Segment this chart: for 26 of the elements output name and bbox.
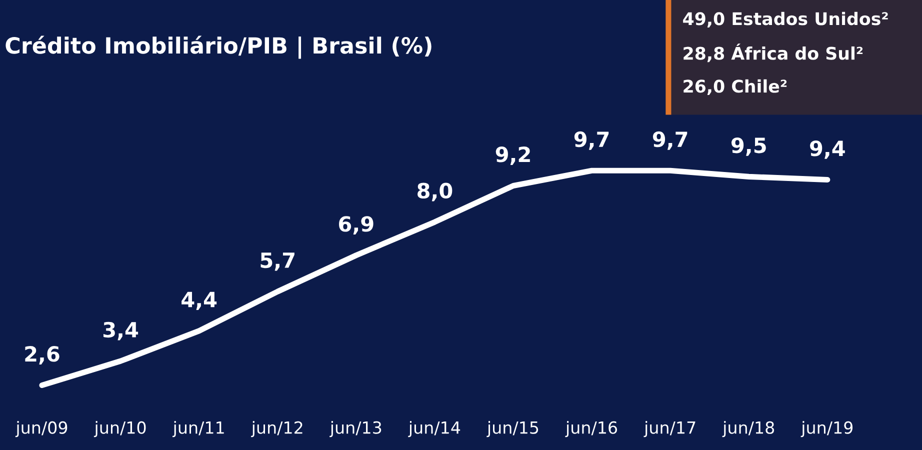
x-tick-label: jun/11 (172, 421, 224, 438)
x-tick-label: jun/17 (644, 421, 696, 438)
data-label: 2,6 (25, 346, 60, 364)
x-tick-label: jun/16 (565, 421, 618, 438)
data-label: 4,4 (182, 292, 217, 310)
x-tick-label: jun/14 (408, 421, 460, 438)
data-label: 6,9 (339, 216, 374, 234)
text: 49,0 Estados Unidos² (683, 12, 888, 28)
x-tick-label: jun/10 (94, 421, 146, 438)
text: 28,8 África do Sul² (684, 44, 863, 62)
data-label: 8,0 (418, 182, 452, 202)
data-label: 9,4 (810, 140, 845, 159)
x-tick-label: jun/15 (486, 421, 538, 438)
data-label: 9,2 (496, 146, 530, 165)
chart-title: Crédito Imobiliário/PIB | Brasil (%) (6, 36, 432, 59)
x-tick-label: jun/19 (800, 421, 853, 438)
text: 26,0 Chile² (684, 79, 787, 96)
x-tick-label: jun/13 (330, 421, 382, 438)
data-label: 3,4 (103, 322, 138, 340)
x-tick-label: jun/18 (722, 421, 774, 438)
data-label: 9,7 (652, 131, 688, 150)
data-label: 9,5 (731, 137, 766, 156)
data-label: 5,7 (260, 252, 294, 271)
x-tick-label: jun/09 (15, 421, 68, 438)
data-label: 9,7 (574, 131, 609, 150)
x-tick-label: jun/12 (251, 421, 302, 438)
